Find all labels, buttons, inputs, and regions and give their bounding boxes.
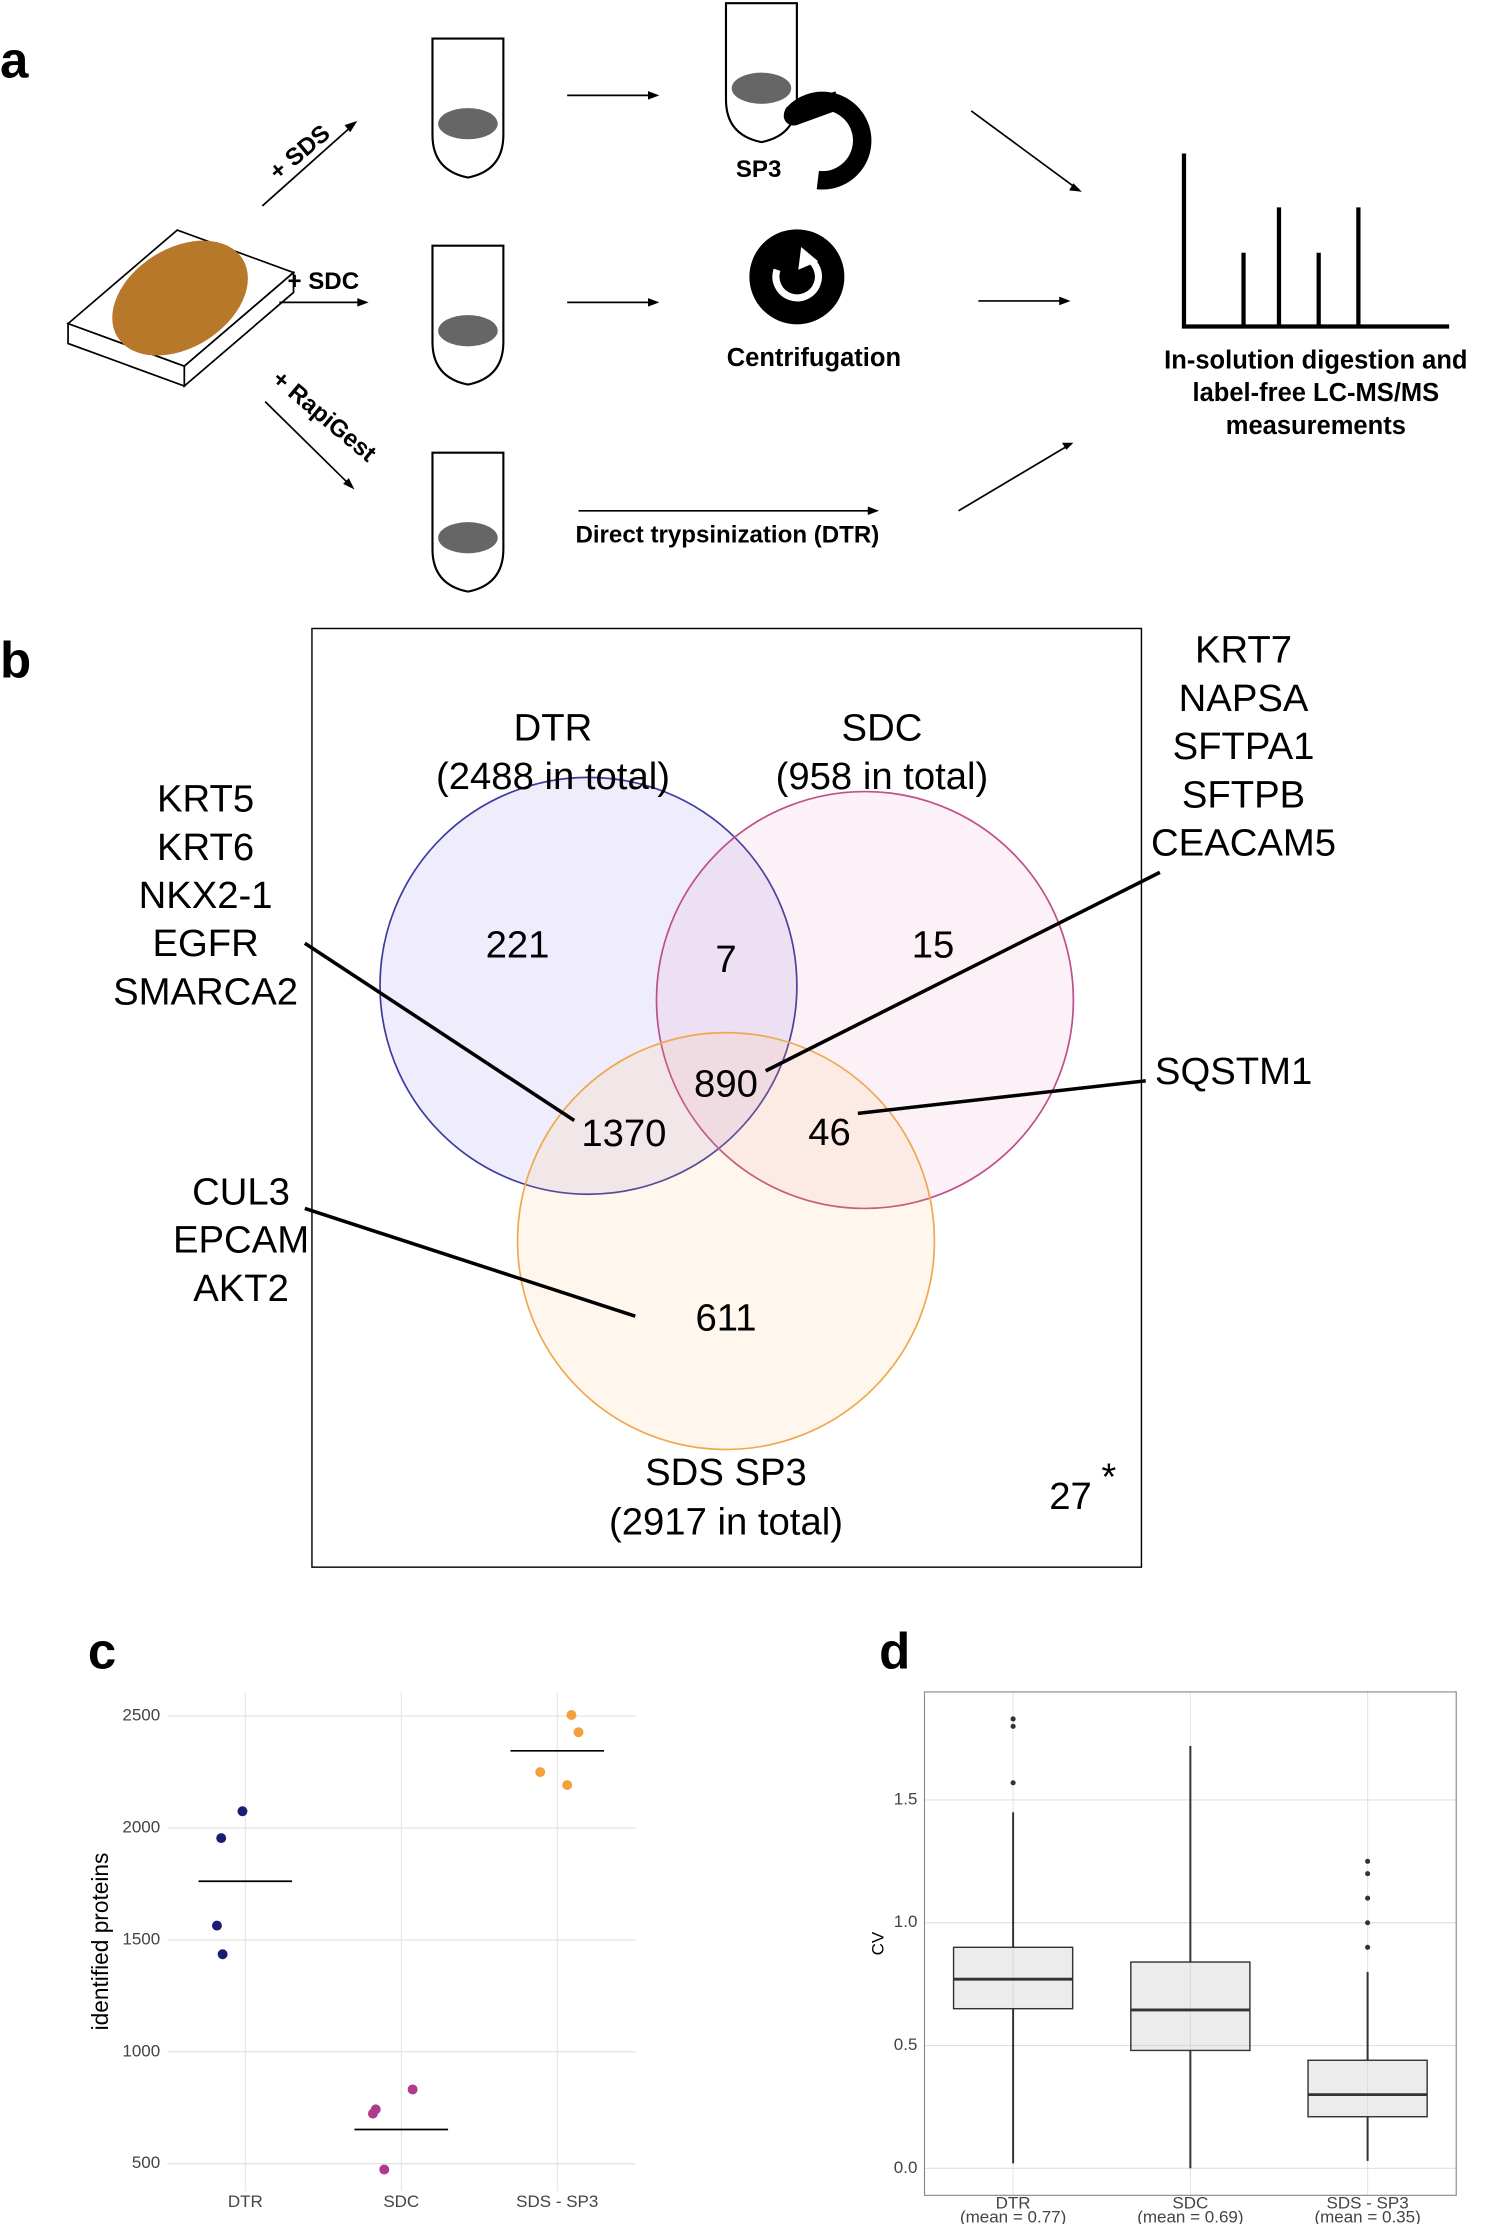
outlier: [1365, 1944, 1371, 1950]
output: measurements: [1226, 412, 1406, 440]
y-tick-label: 0.5: [894, 2035, 918, 2054]
gene-label: AKT2: [193, 1267, 289, 1310]
y-axis-label: CV: [869, 1931, 888, 1955]
y-tick-label: 500: [132, 2153, 160, 2172]
output: label-free LC-MS/MS: [1193, 379, 1440, 407]
workflow: [66, 2, 1450, 593]
x-tick-note: (mean = 0.77): [960, 2207, 1066, 2224]
y-tick-label: 1500: [122, 1929, 160, 1948]
outside-mark: *: [1101, 1455, 1116, 1498]
gene-label: SFTPB: [1182, 773, 1305, 816]
x-tick-label: SDS - SP3: [516, 2192, 598, 2211]
outlier: [1010, 1723, 1016, 1729]
region-count: 46: [808, 1111, 851, 1154]
y-tick-label: 1000: [122, 2041, 160, 2060]
set-total: (2488 in total): [436, 755, 670, 798]
gene-label: KRT6: [157, 826, 254, 869]
x-tick-label: DTR: [228, 2192, 263, 2211]
box: [1130, 1961, 1251, 2052]
region-count: 15: [912, 924, 955, 967]
outlier: [1365, 1858, 1371, 1864]
x-tick-label: SDC: [1172, 2193, 1208, 2212]
gene-label: SFTPA1: [1173, 725, 1315, 768]
reagent: + SDC: [287, 268, 359, 295]
point: [566, 1710, 577, 1720]
set-name: SDC: [842, 707, 923, 750]
point: [562, 1780, 573, 1791]
gene-lists: KRT5 KRT6 NKX2-1 EGFR SMARCA2 KRT7 NAPSA SFTPA1…: [113, 629, 1336, 1310]
reagent: + RapiGest: [267, 365, 381, 467]
y-tick-label: 2500: [122, 1706, 160, 1725]
gene-label: NAPSA: [1179, 677, 1309, 720]
x-tick-label: SDS - SP3: [1327, 2193, 1409, 2212]
venn-circle: [655, 790, 1075, 1210]
gene-label: EPCAM: [173, 1219, 309, 1262]
region-count: 221: [486, 924, 550, 967]
point: [407, 2084, 418, 2095]
x-tick-label: DTR: [996, 2193, 1031, 2212]
set-name: SDS SP3: [645, 1451, 807, 1494]
gene-label: KRT7: [1195, 629, 1292, 672]
point: [535, 1767, 546, 1778]
outlier: [1365, 1871, 1371, 1877]
method: SP3: [736, 156, 782, 183]
point: [216, 1833, 227, 1844]
y-axis-label: identified proteins: [87, 1853, 113, 2031]
y-tick-label: 2000: [122, 1818, 160, 1837]
method: Direct trypsinization (DTR): [575, 522, 879, 549]
point: [573, 1727, 584, 1738]
panel-label: a: [0, 32, 29, 89]
y-tick-label: 0.0: [894, 2158, 918, 2177]
panel-label: d: [879, 1623, 910, 1680]
x-tick-label: SDC: [383, 2192, 419, 2211]
method: Centrifugation: [727, 344, 901, 372]
leader-lines: [303, 870, 1161, 1318]
charts: 500 1000 1500 2000 2500 identified proteins DT…: [87, 1691, 1457, 2224]
set-total: (2917 in total): [609, 1501, 843, 1544]
plot-frame: [923, 1691, 1457, 2196]
region-count: 890: [694, 1063, 758, 1106]
y-tick-label: 1.5: [894, 1789, 918, 1808]
point: [237, 1806, 248, 1817]
x-tick-note: (mean = 0.69): [1137, 2207, 1243, 2224]
region-count: 1370: [581, 1112, 666, 1155]
point: [211, 1920, 222, 1931]
venn-frame: [311, 627, 1143, 1568]
region-count: 7: [715, 938, 736, 981]
x-tick-note: (mean = 0.35): [1314, 2207, 1420, 2224]
outlier: [1010, 1716, 1016, 1722]
gene-label: CEACAM5: [1151, 822, 1336, 865]
gene-label: EGFR: [152, 922, 258, 965]
outside-count: 27: [1049, 1475, 1092, 1518]
gene-label: NKX2-1: [139, 874, 273, 917]
gene-label: KRT5: [157, 778, 254, 821]
outlier: [1365, 1920, 1371, 1926]
outlier: [1010, 1780, 1016, 1786]
outlier: [1365, 1895, 1371, 1901]
gene-label: CUL3: [192, 1170, 290, 1213]
panel-label: c: [88, 1623, 116, 1680]
point: [379, 2164, 390, 2175]
panel-label: b: [0, 631, 31, 688]
venn-circle: [516, 1031, 936, 1451]
point: [367, 2108, 378, 2119]
gene-label: SQSTM1: [1155, 1050, 1312, 1093]
box: [1307, 2059, 1428, 2118]
y-tick-label: 1.0: [894, 1912, 918, 1931]
set-name: DTR: [514, 707, 593, 750]
gene-label: SMARCA2: [113, 970, 298, 1013]
region-count: 611: [695, 1297, 756, 1340]
output: In-solution digestion and: [1164, 347, 1467, 375]
reagent: + SDS: [264, 120, 335, 186]
set-total: (958 in total): [776, 755, 989, 798]
point: [217, 1949, 228, 1960]
